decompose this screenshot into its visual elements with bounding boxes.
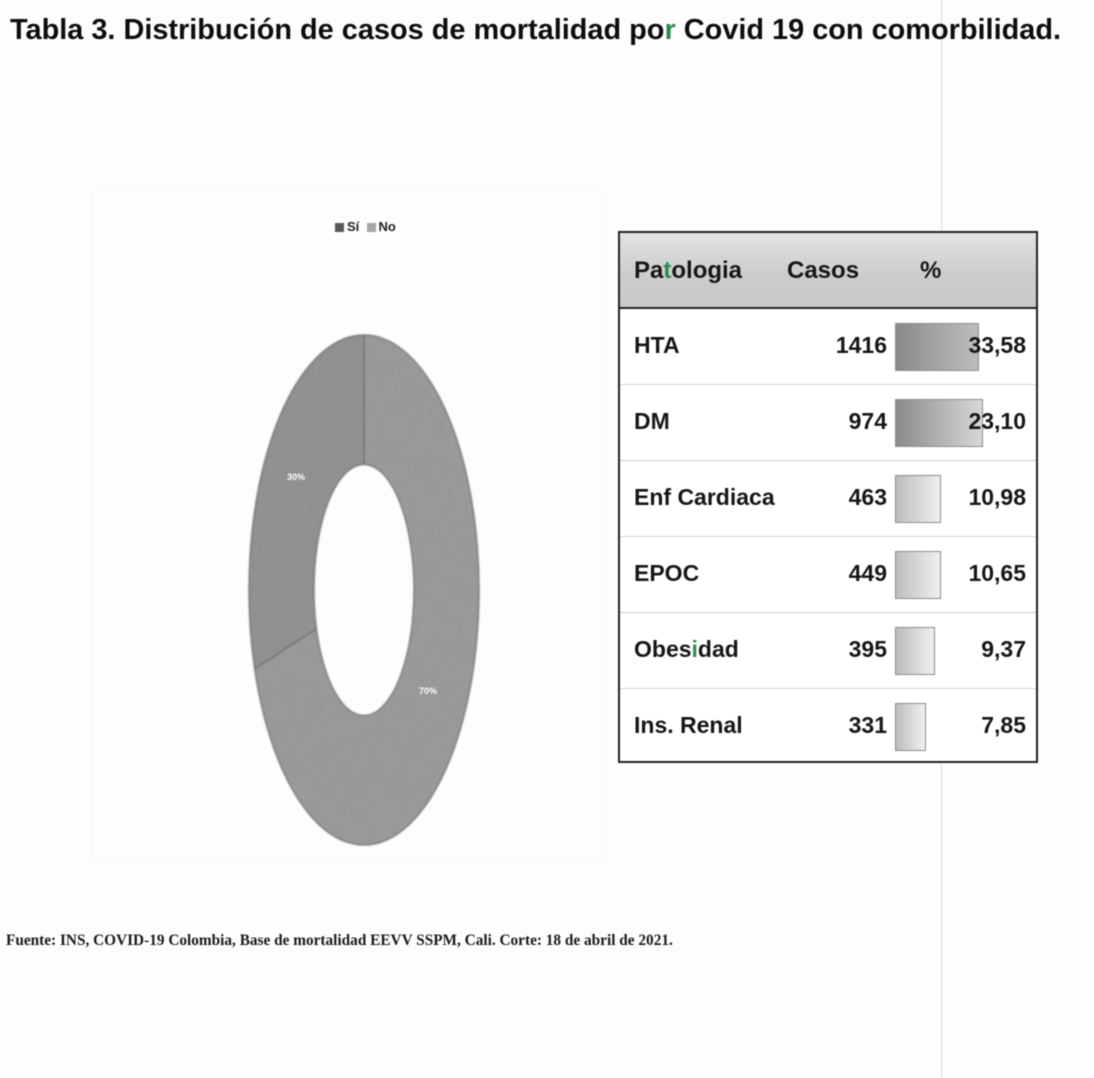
svg-text:30%: 30% [287, 472, 305, 482]
svg-text:70%: 70% [419, 686, 437, 696]
